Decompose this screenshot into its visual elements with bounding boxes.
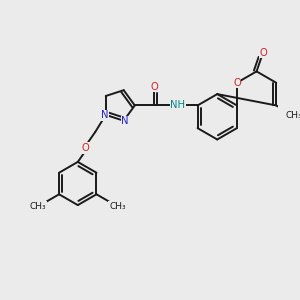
- Text: CH₃: CH₃: [30, 202, 46, 211]
- Text: N: N: [100, 110, 108, 120]
- Text: N: N: [121, 116, 129, 126]
- Text: CH₃: CH₃: [109, 202, 126, 211]
- Text: O: O: [259, 48, 267, 58]
- Text: O: O: [233, 78, 241, 88]
- Text: NH: NH: [170, 100, 185, 110]
- Text: CH₃: CH₃: [285, 111, 300, 120]
- Text: O: O: [150, 82, 158, 92]
- Text: O: O: [82, 143, 89, 153]
